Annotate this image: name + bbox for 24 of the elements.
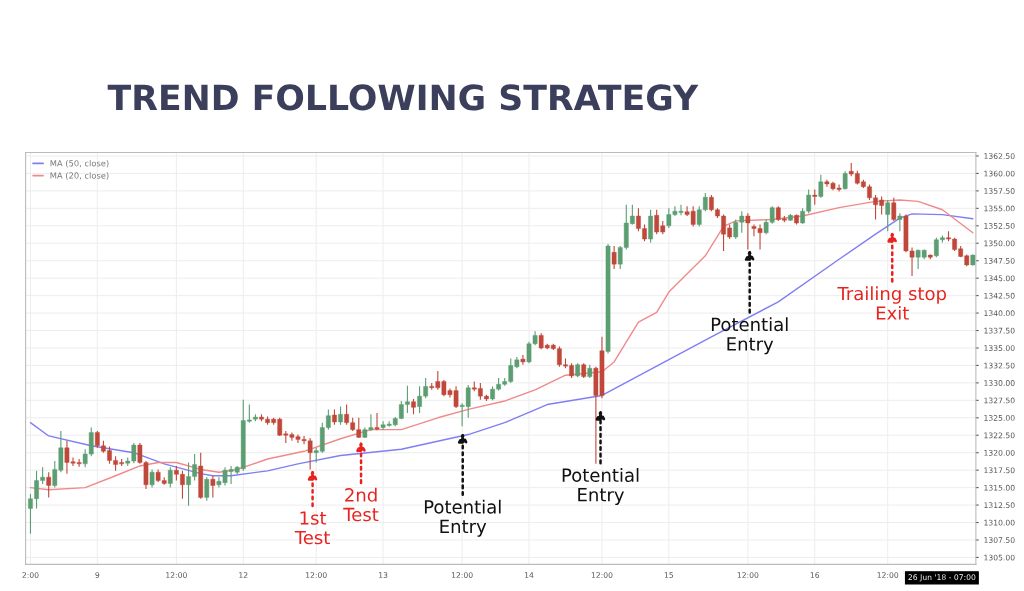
candlestick [167, 466, 173, 489]
candlestick [648, 209, 653, 244]
legend-label: MA (20, close) [50, 172, 109, 180]
candlestick [149, 468, 155, 489]
annotation: Potential Entry [562, 468, 639, 506]
legend-label: MA (50, close) [50, 159, 109, 168]
candlestick [374, 412, 380, 431]
candlestick [885, 199, 891, 232]
candlestick [891, 197, 897, 222]
annotation: 2nd Test [343, 487, 379, 522]
annotation: Trailing stop Exit [837, 286, 947, 320]
annotation: Potential Entry [711, 317, 788, 355]
annotation: 1st Test [294, 511, 330, 545]
candlestick [897, 212, 903, 232]
candlestick [818, 174, 824, 199]
annotation: Potential Entry [424, 499, 501, 537]
candlestick [745, 212, 751, 251]
candlestick [46, 471, 52, 498]
candlestick [210, 475, 216, 498]
chart-title: TREND FOLLOWING STRATEGY [107, 84, 699, 111]
candlestick [520, 354, 526, 366]
candlestick [611, 245, 617, 270]
candlestick [204, 476, 210, 502]
candlestick [338, 406, 343, 426]
